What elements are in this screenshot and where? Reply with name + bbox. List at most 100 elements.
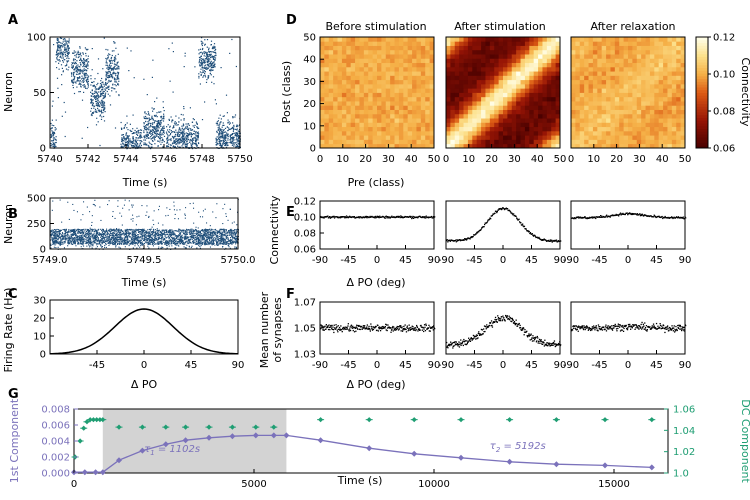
spike-point [95,110,97,112]
spike-point [204,73,206,75]
spike-point [193,242,195,244]
spike-point [157,234,159,236]
spike-point [74,232,76,234]
spike-point [183,132,185,134]
spike-point [179,239,181,241]
spike-point [51,105,53,107]
spike-point [87,65,89,67]
spike-point [171,119,173,121]
spike-point [52,241,54,243]
spike-point [100,102,102,104]
spike-point [106,87,108,89]
spike-point [78,52,80,54]
spike-point [157,140,159,142]
spike-point [236,236,238,238]
spike-point [213,237,215,239]
spike-point [79,83,81,85]
spike-point [109,228,111,230]
spike-point [79,47,81,49]
spike-point [83,75,86,77]
spike-point [67,237,69,239]
spike-point [159,242,161,244]
spike-point [58,44,60,46]
spike-point [211,64,213,66]
spike-point [113,237,115,239]
spike-point [184,239,186,241]
spike-point [180,113,182,116]
spike-point [219,242,221,244]
spike-point [209,72,211,74]
spike-point [73,242,75,244]
spike-point [206,57,208,59]
spike-point [227,237,229,239]
spike-point [198,75,200,77]
spike-point [110,87,113,89]
spike-point [57,235,59,237]
spike-point [228,239,230,241]
spike-point [148,239,150,241]
spike-point [187,241,189,243]
spike-point [100,234,102,236]
spike-point [221,238,223,240]
spike-point [131,233,133,235]
spike-point [210,74,212,76]
spike-point [62,44,64,46]
spike-point [171,243,173,245]
spike-point [206,236,208,238]
spike-point [144,232,146,234]
spike-point [99,110,101,112]
spike-point [168,231,170,233]
spike-point [75,233,77,235]
spike-point [116,228,118,230]
spike-point [144,237,146,239]
spike-point [213,231,215,233]
spike-point [86,237,88,239]
spike-point [167,137,169,139]
spike-point [92,92,94,95]
spike-point [119,242,121,244]
spike-point [75,61,77,63]
spike-point [176,241,178,243]
spike-point [115,64,117,66]
spike-point [201,238,203,240]
spike-point [150,236,152,238]
spike-point [202,238,204,240]
spike-point [153,126,155,128]
spike-point [97,229,99,231]
spike-point [92,230,94,232]
spike-point [67,242,69,244]
spike-point [109,54,111,56]
spike-point [65,229,67,231]
spike-point [194,230,196,232]
spike-point [94,228,96,230]
spike-point [171,242,173,244]
spike-point [85,79,87,81]
spike-point [150,239,152,241]
spike-point [218,133,220,135]
spike-point [93,107,95,109]
spike-point [139,240,141,242]
spike-point [188,239,190,241]
spike-point [232,137,234,139]
spike-point [219,142,221,145]
spike-point [140,129,143,131]
spike-point [159,121,161,123]
spike-point [74,76,76,78]
spike-point [105,234,107,236]
spike-point [111,62,113,64]
spike-point [98,233,100,235]
spike-point [94,96,96,98]
spike-point [222,129,225,132]
spike-point [156,97,158,99]
spike-point [73,238,75,240]
spike-point [222,208,224,210]
spike-point [130,145,133,147]
spike-point [80,236,82,238]
spike-point [162,139,164,141]
spike-point [140,237,142,239]
spike-point [152,129,154,131]
spike-point [56,228,58,230]
spike-point [95,89,97,91]
spike-point [96,98,98,100]
spike-point [154,229,156,231]
